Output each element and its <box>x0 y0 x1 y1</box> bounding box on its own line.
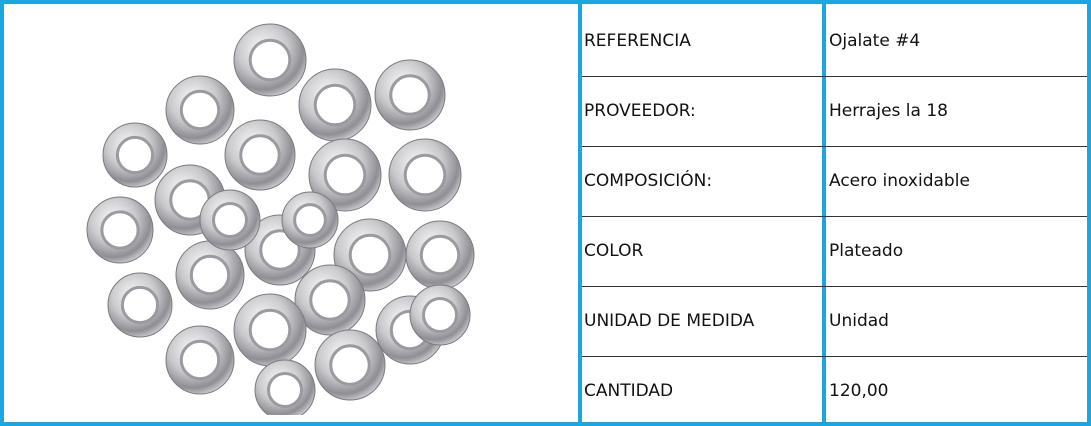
field-label: COMPOSICIÓN: <box>584 171 713 191</box>
row-divider <box>582 356 1087 357</box>
grommet-hole <box>329 344 371 386</box>
field-value: Ojalate #4 <box>829 31 921 51</box>
grommet-hole <box>293 203 327 237</box>
field-value: Acero inoxidable <box>829 171 970 191</box>
grommet-hole <box>323 153 367 197</box>
grommet-hole <box>120 285 160 325</box>
row-divider <box>582 216 1087 217</box>
product-image <box>86 23 475 415</box>
field-label: PROVEEDOR: <box>584 101 696 121</box>
field-label: COLOR <box>584 241 644 261</box>
row-divider <box>582 286 1087 287</box>
field-value: Unidad <box>829 311 889 331</box>
grommet-hole <box>100 210 140 250</box>
grommet-hole <box>212 202 248 238</box>
grommet-hole <box>403 153 447 197</box>
field-value: Plateado <box>829 241 904 261</box>
grommet-hole <box>389 74 431 116</box>
column-divider <box>822 0 826 426</box>
grommet-hole <box>179 339 221 381</box>
grommet-hole <box>189 254 231 296</box>
grommet-hole <box>309 279 351 321</box>
grommet-hole <box>179 89 221 131</box>
grommet-hole <box>313 83 357 127</box>
field-value: Herrajes la 18 <box>829 101 948 121</box>
grommet-hole <box>259 229 301 271</box>
field-label: REFERENCIA <box>584 31 691 51</box>
grommet-hole <box>239 134 281 176</box>
row-divider <box>582 76 1087 77</box>
field-label: CANTIDAD <box>584 381 674 401</box>
grommet-hole <box>248 308 292 352</box>
column-divider <box>578 0 582 426</box>
grommet-hole <box>422 297 458 333</box>
field-value: 120,00 <box>829 381 889 401</box>
grommet-hole <box>348 233 392 277</box>
grommet-hole <box>248 38 292 82</box>
field-label: UNIDAD DE MEDIDA <box>584 311 755 331</box>
grommet-hole <box>419 234 461 276</box>
grommet-hole <box>115 135 155 175</box>
row-divider <box>582 146 1087 147</box>
grommet-hole <box>267 372 303 408</box>
